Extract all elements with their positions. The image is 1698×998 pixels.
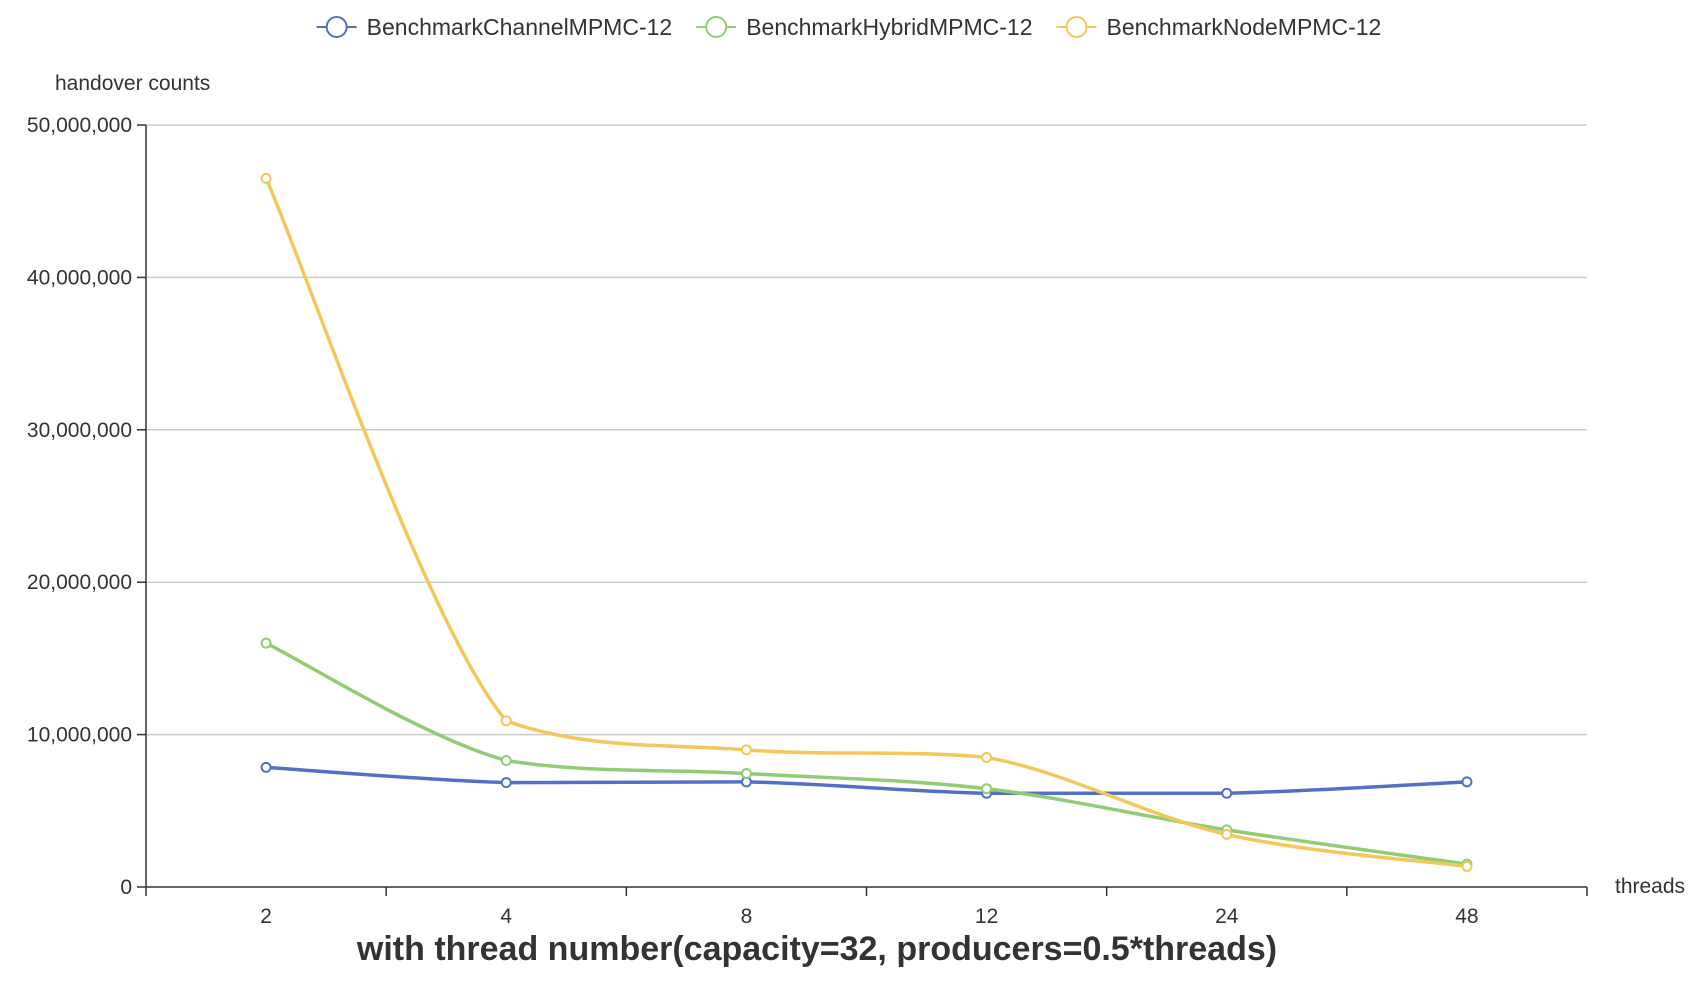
legend-item[interactable]: BenchmarkNodeMPMC-12 [1056, 14, 1382, 40]
legend-label: BenchmarkNodeMPMC-12 [1107, 14, 1382, 40]
axes: handover counts threads 0 10,000,000 20,00… [27, 72, 1685, 928]
x-tick-label: 12 [975, 905, 998, 928]
x-tick-label: 2 [260, 905, 272, 928]
y-tick-label: 40,000,000 [27, 266, 132, 289]
x-tick-label: 8 [741, 905, 753, 928]
data-point [260, 761, 272, 773]
data-point [740, 744, 752, 756]
y-tick-label: 20,000,000 [27, 571, 132, 594]
legend-circle-icon [1065, 16, 1088, 38]
legend: BenchmarkChannelMPMC-12 BenchmarkHybridMP… [316, 14, 1382, 40]
y-axis-label: handover counts [55, 72, 210, 95]
legend-circle-icon [705, 16, 728, 38]
data-point [1461, 860, 1473, 872]
legend-item[interactable]: BenchmarkChannelMPMC-12 [316, 14, 673, 40]
data-point [1221, 787, 1233, 799]
y-tick-label: 0 [120, 876, 132, 899]
series-BenchmarkChannelMPMC-12 [260, 761, 1473, 799]
data-point [740, 767, 752, 779]
data-point [500, 777, 512, 789]
x-tick-label: 4 [500, 905, 512, 928]
data-point [500, 755, 512, 767]
series-line [265, 641, 1468, 866]
legend-circle-icon [325, 16, 348, 38]
data-point [260, 172, 272, 184]
series-line [264, 177, 1468, 869]
legend-item[interactable]: BenchmarkHybridMPMC-12 [696, 14, 1033, 40]
y-tick-label: 50,000,000 [27, 114, 132, 137]
x-tick-label: 24 [1215, 905, 1239, 928]
legend-label: BenchmarkChannelMPMC-12 [367, 14, 673, 40]
y-tick-label: 30,000,000 [27, 419, 132, 442]
x-axis-label: threads [1615, 875, 1685, 898]
chart-title: with thread number(capacity=32, producer… [356, 930, 1277, 968]
y-tick-label: 10,000,000 [27, 724, 132, 747]
series-BenchmarkNodeMPMC-12 [260, 172, 1473, 872]
data-point [260, 637, 272, 649]
data-point [1221, 828, 1233, 840]
data-point [1461, 776, 1473, 788]
data-point [981, 783, 993, 795]
grid-lines [146, 124, 1587, 736]
series-layer [260, 172, 1473, 872]
x-tick-label: 48 [1455, 905, 1478, 928]
data-point [500, 715, 512, 727]
series-line [265, 765, 1468, 796]
legend-label: BenchmarkHybridMPMC-12 [746, 14, 1032, 40]
data-point [981, 751, 993, 763]
